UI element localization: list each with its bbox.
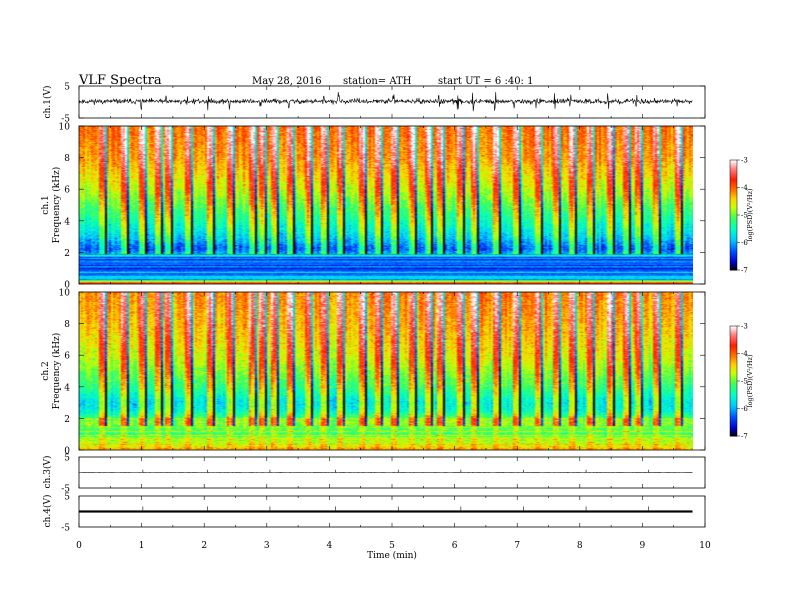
y-axis-labels: ch.1(V)ch.1 Frequency (kHz)ch.2 Frequency … (41, 86, 62, 528)
ch3-waveform-panel: 5-5 (61, 454, 705, 495)
ch1-waveform-panel: 5 -5 (61, 83, 705, 125)
time-axis: 0 1 2 3 4 5 6 7 8 9 10 Time (min) (76, 541, 711, 561)
ch4-y-tick-label: 5 (64, 493, 70, 503)
x-tick-label: 0 (76, 541, 82, 551)
x-tick-label: 2 (201, 541, 207, 551)
colorbar-tick-label: -7 (741, 267, 748, 275)
ch1-waveform-trace (79, 92, 693, 111)
ch1-spectrogram-channel-label: ch.1 (41, 195, 51, 214)
ch1-spectrogram-ylabel: Frequency (kHz) (51, 167, 62, 244)
ch1-spectrogram-y-tick-label: 6 (64, 186, 70, 196)
ch2-spectrogram-panel: 0246810 -3-4-5-6-7log(PSD)(V²/Hz) (59, 289, 754, 457)
colorbar-tick-label: -3 (741, 157, 748, 165)
colorbar-tick-label: -3 (741, 323, 748, 331)
ch2-spectrogram-channel-label: ch.2 (41, 361, 51, 380)
ch1-spectrogram-panel: 0246810 -3-4-5-6-7log(PSD)(V²/Hz) (59, 123, 754, 291)
ch2-spectrogram-y-tick-label: 10 (59, 289, 71, 299)
ch2-spectrogram-ylabel: Frequency (kHz) (51, 333, 62, 410)
x-tick-label: 6 (452, 541, 458, 551)
ch3-waveform-ylabel: ch.3(V) (42, 456, 53, 489)
ch4-waveform-panel: 5 -5 (61, 493, 705, 534)
ch2-spectrogram-y-tick-label: 6 (64, 352, 70, 362)
x-tick-label: 8 (577, 541, 583, 551)
ch4-waveform-band (79, 510, 692, 512)
ch1-spectrogram-y-tick-label: 2 (64, 249, 70, 259)
x-tick-label: 1 (139, 541, 145, 551)
x-axis-label: Time (min) (367, 550, 417, 561)
ch2-spectrogram-image (79, 292, 693, 450)
ch1-y-tick-label: 5 (64, 83, 70, 93)
colorbar-cell (730, 160, 737, 163)
ch3-y-tick-label: 5 (64, 454, 70, 464)
colorbar-label: log(PSD)(V²/Hz) (746, 188, 754, 241)
x-tick-label: 5 (389, 541, 395, 551)
colorbar-cell (730, 326, 737, 329)
ch2-colorbar: -3 -4 -5 -6 -7 log(PSD)(V²/Hz) (730, 323, 754, 441)
ch1-waveform-ylabel: ch.1(V) (42, 86, 53, 119)
x-tick-label: 9 (640, 541, 646, 551)
x-tick-label: 4 (327, 541, 333, 551)
ch4-y-tick-label: -5 (61, 524, 70, 534)
ch1-spectrogram-y-tick-label: 4 (64, 217, 70, 227)
x-tick-label: 3 (264, 541, 270, 551)
ch2-spectrogram-y-tick-label: 2 (64, 415, 70, 425)
ch4-waveform-ylabel: ch.4(V) (42, 495, 53, 528)
x-tick-label: 10 (699, 541, 711, 551)
ch1-spectrogram-y-tick-label: 10 (59, 123, 71, 133)
vlf-spectra-figure: 5-5 0246810 -3-4-5-6-7log(PSD)(V²/Hz) 02… (0, 0, 792, 612)
ch1-colorbar: -3 -4 -5 -6 -7 log(PSD)(V²/Hz) (730, 157, 754, 275)
ch1-spectrogram-y-tick-label: 8 (64, 154, 70, 164)
ch1-spectrogram-image (79, 126, 693, 284)
colorbar-tick-label: -7 (741, 433, 748, 441)
colorbar-label: log(PSD)(V²/Hz) (746, 354, 754, 407)
ch2-spectrogram-y-tick-label: 8 (64, 320, 70, 330)
x-tick-label: 7 (514, 541, 520, 551)
ch2-spectrogram-y-tick-label: 4 (64, 383, 70, 393)
